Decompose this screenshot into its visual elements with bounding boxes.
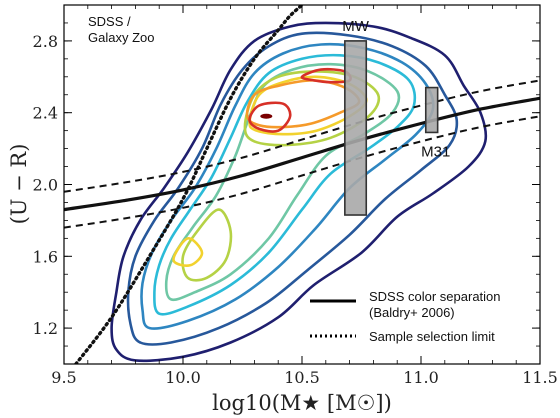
galaxy-label-mw: MW (342, 18, 369, 35)
line-layer (64, 5, 540, 364)
selection-limit-line (74, 5, 304, 364)
color-separation-line (64, 96, 540, 212)
y-axis-title: (U − R) (7, 144, 31, 225)
y-tick-label: 2.8 (33, 32, 58, 51)
legend-solid-label-line1: SDSS color separation (369, 289, 501, 304)
contour-level-1 (126, 31, 459, 346)
contour-level-0 (110, 21, 488, 363)
galaxy-label-m31: M31 (421, 143, 450, 160)
legend-solid-label-line2: (Baldry+ 2006) (369, 305, 455, 320)
y-tick-label: 2.4 (33, 104, 58, 123)
tick-layer: 9.5 10.0 10.5 11.0 11.5 1.2 1.6 2.0 2.4 2.8 (33, 4, 558, 387)
x-tick-label: 10.5 (284, 368, 320, 387)
corner-note-line1: SDSS / (88, 14, 131, 29)
contour-level-6 (243, 70, 381, 147)
y-tick-label: 2.0 (33, 176, 58, 195)
contour-level-10 (248, 101, 292, 133)
x-tick-label: 11.5 (522, 368, 558, 387)
x-tick-label: 9.5 (51, 368, 76, 387)
corner-note-line2: Galaxy Zoo (88, 30, 154, 45)
legend-dotted-label: Sample selection limit (369, 329, 495, 344)
color-separation-lower-dashed (64, 115, 540, 229)
contour-level-5 (181, 208, 233, 282)
y-tick-label: 1.2 (33, 319, 58, 338)
legend: SDSS color separation (Baldry+ 2006) Sam… (310, 289, 501, 344)
contour-level-3 (153, 53, 417, 316)
x-axis-title: log10(M★ [M☉]) (212, 391, 392, 415)
galaxy-box-mw (344, 40, 368, 216)
galaxy-box-m31 (424, 86, 439, 134)
x-tick-label: 11.0 (403, 368, 439, 387)
density-peak-point (260, 113, 273, 119)
color-separation-upper-dashed (64, 79, 540, 193)
y-tick-label: 1.6 (33, 247, 58, 266)
galaxy-layer: MW M31 (342, 18, 450, 216)
contour-level-8 (172, 237, 204, 267)
x-tick-label: 10.0 (165, 368, 201, 387)
